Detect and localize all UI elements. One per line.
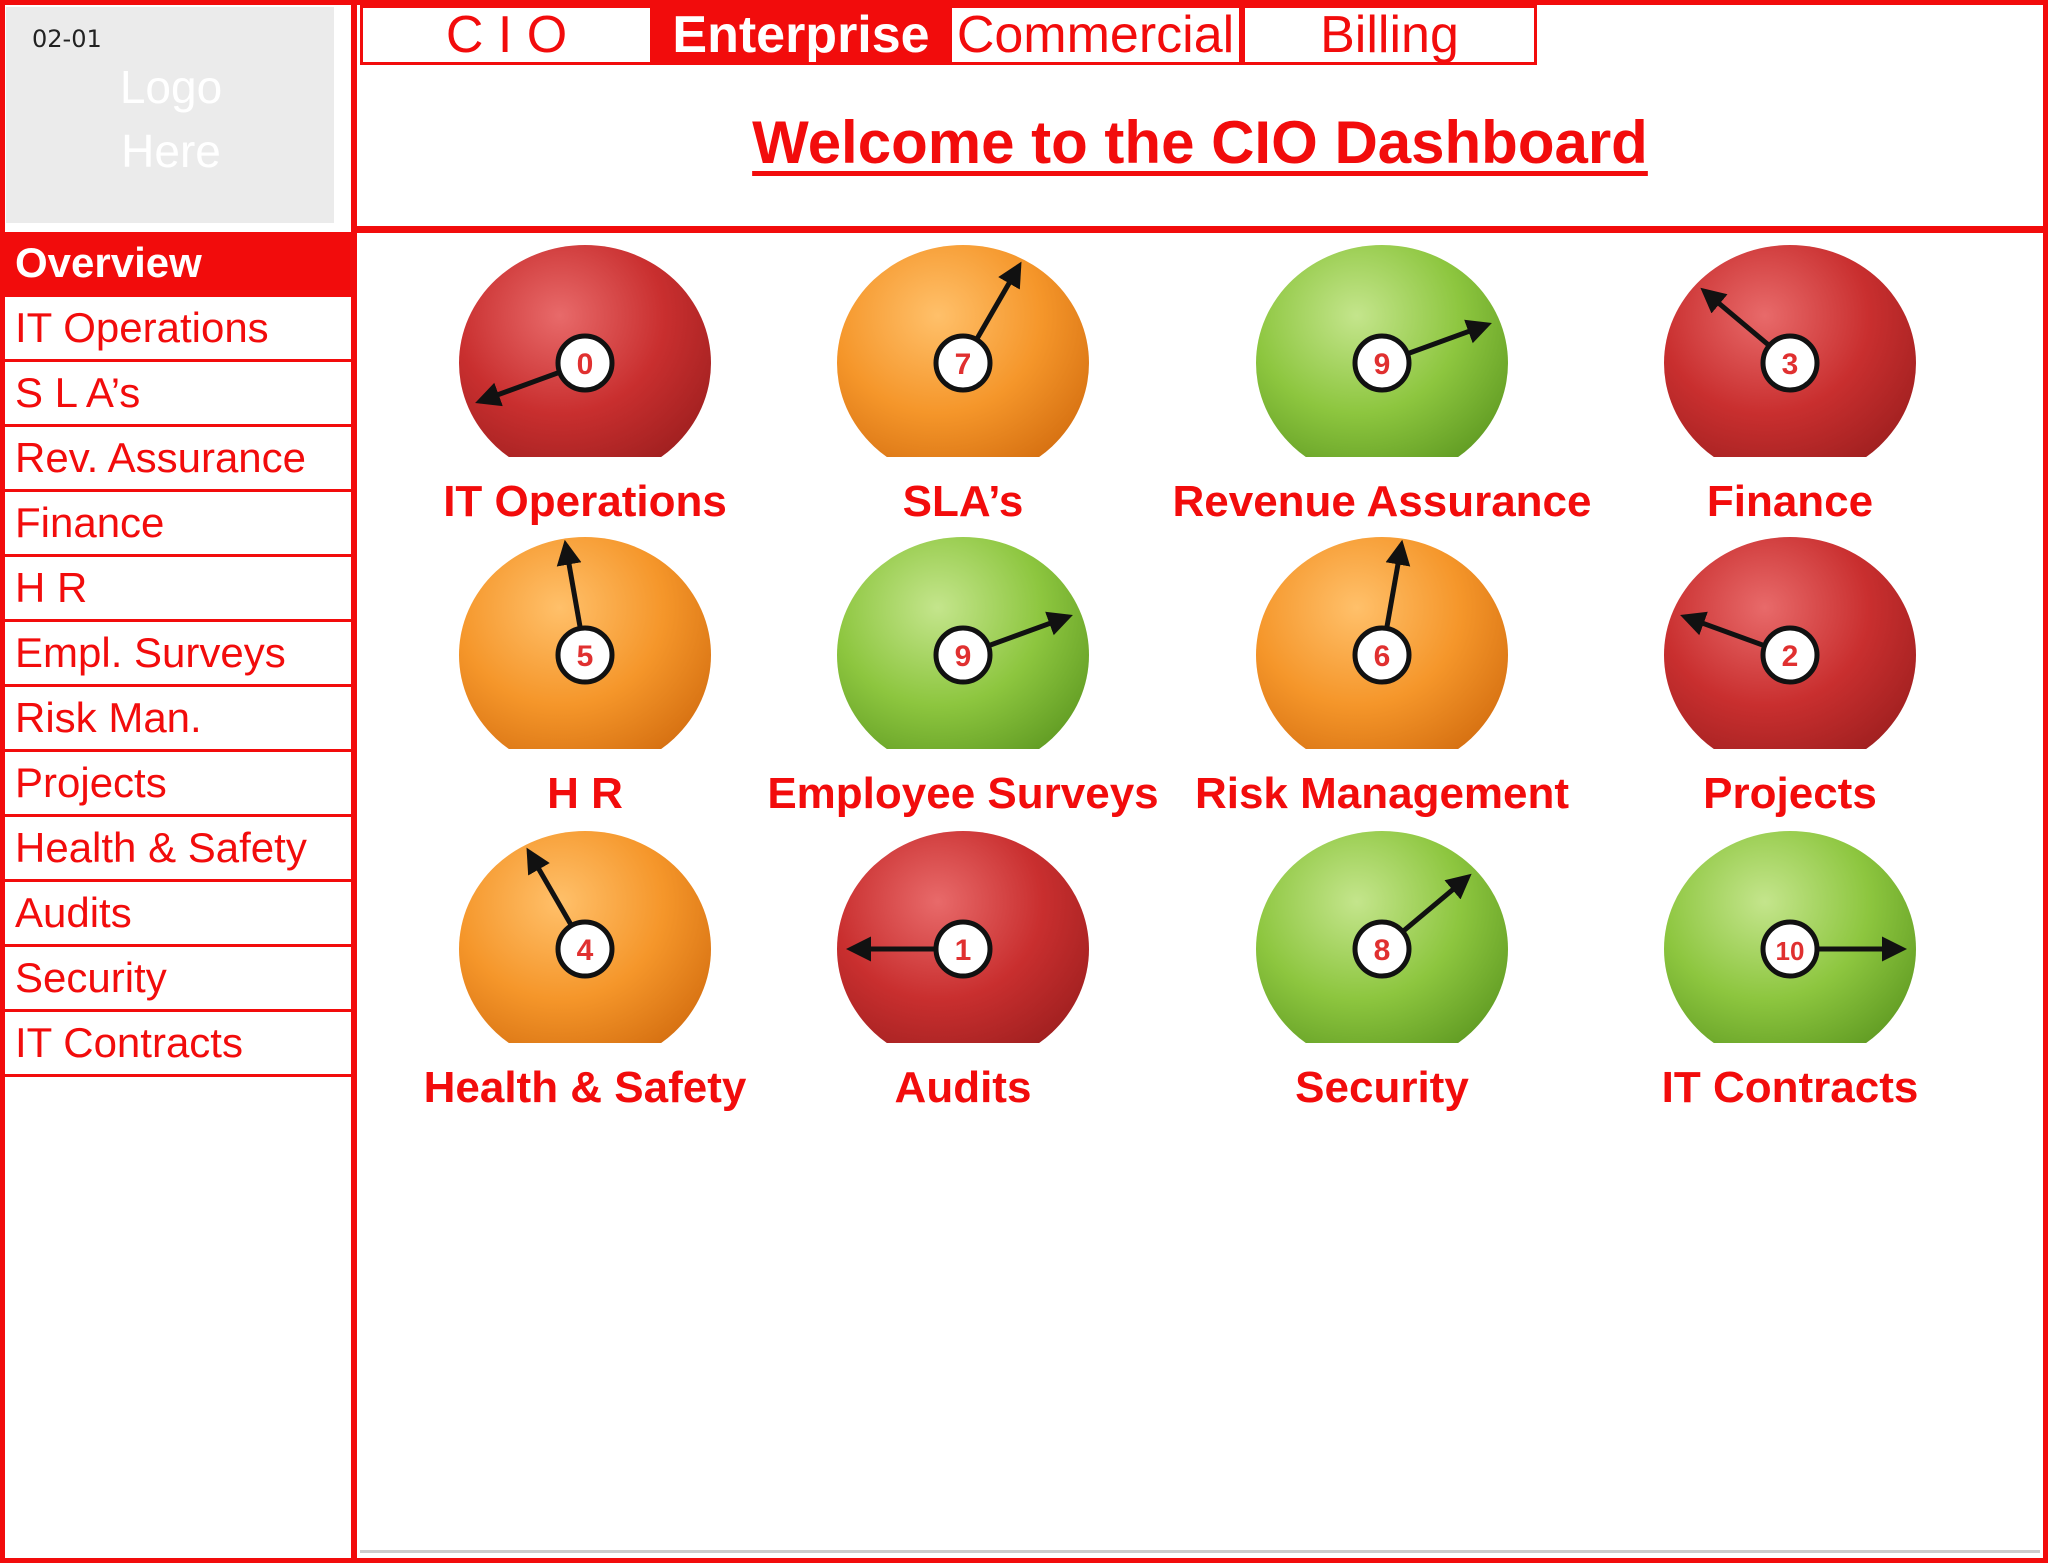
gauge-label: Employee Surveys: [767, 769, 1159, 818]
sidebar-item-hr[interactable]: H R: [5, 557, 351, 622]
gauge-value: 0: [577, 348, 594, 381]
gauge-value: 7: [955, 348, 972, 381]
sidebar-item-risk-man[interactable]: Risk Man.: [5, 687, 351, 752]
gauge-value: 10: [1776, 936, 1805, 966]
gauge-dial-icon: 4: [459, 831, 711, 1043]
gauge-health-safety[interactable]: 4 Health & Safety: [385, 831, 785, 1121]
gauge-hub: [933, 919, 993, 979]
gauge-audits[interactable]: 1 Audits: [763, 831, 1163, 1121]
logo-placeholder: 02-01 Logo Here: [6, 7, 334, 223]
gauge-it-contracts[interactable]: 10 IT Contracts: [1590, 831, 1990, 1121]
gauge-label: Revenue Assurance: [1172, 477, 1592, 526]
gauge-label: Finance: [1706, 477, 1874, 526]
header-divider: [352, 226, 2048, 233]
gauge-dial-icon: 2: [1664, 537, 1916, 749]
gauge-value: 5: [577, 640, 594, 673]
gauge-dial-icon: 9: [837, 537, 1089, 749]
gauge-dial-icon: 7: [837, 245, 1089, 457]
gauge-hub: [1760, 919, 1820, 979]
gauge-value: 1: [955, 934, 972, 967]
gauge-grid: 0 IT Operations 7 SLA’s 9 Revenue Assurance 3 F…: [360, 245, 2040, 1125]
gauge-dial-icon: 0: [459, 245, 711, 457]
tab-commercial[interactable]: Commercial: [949, 5, 1242, 65]
sidebar-item-projects[interactable]: Projects: [5, 752, 351, 817]
gauge-employee-surveys[interactable]: 9 Employee Surveys: [763, 537, 1163, 827]
gauge-hub: [1760, 625, 1820, 685]
gauge-value: 3: [1782, 348, 1799, 381]
gauge-hub: [1760, 333, 1820, 393]
sidebar-item-health-safety[interactable]: Health & Safety: [5, 817, 351, 882]
gauge-h-r[interactable]: 5 H R: [385, 537, 785, 827]
gauge-label: IT Contracts: [1661, 1063, 1919, 1112]
sidebar-item-it-contracts[interactable]: IT Contracts: [5, 1012, 351, 1077]
gauge-label: Security: [1295, 1063, 1469, 1112]
sidebar-item-it-operations[interactable]: IT Operations: [5, 297, 351, 362]
gauge-hub: [1352, 919, 1412, 979]
gauge-value: 9: [1374, 348, 1391, 381]
gauge-hub: [555, 625, 615, 685]
logo-text: Logo Here: [76, 55, 266, 183]
gauge-hub: [1352, 625, 1412, 685]
gauge-hub: [933, 333, 993, 393]
gauge-label: Projects: [1703, 769, 1877, 818]
gauge-hub: [1352, 333, 1412, 393]
gauge-label: IT Operations: [443, 477, 727, 526]
gauge-risk-management[interactable]: 6 Risk Management: [1182, 537, 1582, 827]
gauge-value: 9: [955, 640, 972, 673]
sidebar-item-overview[interactable]: Overview: [5, 232, 351, 297]
sidebar-item-audits[interactable]: Audits: [5, 882, 351, 947]
page-title: Welcome to the CIO Dashboard: [752, 109, 1648, 176]
gauge-hub: [933, 625, 993, 685]
gauge-label: Health & Safety: [423, 1063, 747, 1112]
tab-cio[interactable]: C I O: [360, 5, 653, 65]
gauge-label: Risk Management: [1194, 769, 1570, 818]
logo-line-1: Logo: [119, 61, 223, 113]
gauge-finance[interactable]: 3 Finance: [1590, 245, 1990, 535]
gauge-it-operations[interactable]: 0 IT Operations: [385, 245, 785, 535]
gauge-value: 8: [1374, 934, 1391, 967]
gauge-dial-icon: 3: [1664, 245, 1916, 457]
gauge-hub: [555, 919, 615, 979]
slide-id: 02-01: [32, 25, 102, 53]
gauge-label: Audits: [894, 1063, 1032, 1112]
tab-billing[interactable]: Billing: [1242, 5, 1537, 65]
gauge-value: 4: [577, 934, 594, 967]
logo-line-2: Here: [121, 125, 221, 177]
gauge-value: 6: [1374, 640, 1391, 673]
gauge-value: 2: [1782, 640, 1799, 673]
gauge-hub: [555, 333, 615, 393]
bottom-divider: [360, 1550, 2040, 1553]
gauge-revenue-assurance[interactable]: 9 Revenue Assurance: [1172, 245, 1592, 535]
gauge-label: H R: [547, 769, 623, 818]
sidebar-item-slas[interactable]: S L A’s: [5, 362, 351, 427]
sidebar-item-finance[interactable]: Finance: [5, 492, 351, 557]
gauge-security[interactable]: 8 Security: [1182, 831, 1582, 1121]
gauge-dial-icon: 1: [837, 831, 1089, 1043]
gauge-sla-s[interactable]: 7 SLA’s: [763, 245, 1163, 535]
gauge-label: SLA’s: [902, 477, 1024, 526]
sidebar-item-rev-assurance[interactable]: Rev. Assurance: [5, 427, 351, 492]
main-frame: [352, 0, 2048, 1563]
gauge-dial-icon: 8: [1256, 831, 1508, 1043]
sidebar-item-security[interactable]: Security: [5, 947, 351, 1012]
gauge-projects[interactable]: 2 Projects: [1590, 537, 1990, 827]
gauge-dial-icon: 6: [1256, 537, 1508, 749]
sidebar-nav: Overview IT Operations S L A’s Rev. Assu…: [5, 232, 351, 1077]
tab-enterprise[interactable]: Enterprise: [653, 5, 949, 65]
gauge-dial-icon: 9: [1256, 245, 1508, 457]
gauge-dial-icon: 5: [459, 537, 711, 749]
sidebar-item-empl-surveys[interactable]: Empl. Surveys: [5, 622, 351, 687]
gauge-dial-icon: 10: [1664, 831, 1916, 1043]
